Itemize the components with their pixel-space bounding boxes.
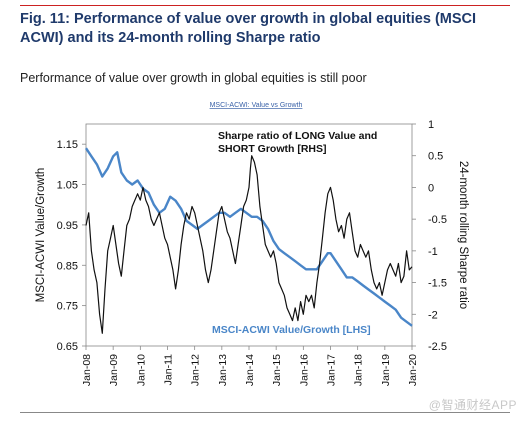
left-axis: 0.65 0.75 0.85 0.95 1.05 1.15 (57, 139, 86, 353)
bottom-rule (20, 412, 510, 413)
right-tick-label: -2.5 (428, 341, 447, 353)
left-tick-label: 0.85 (57, 260, 78, 272)
plot-frame (85, 123, 413, 347)
series-layer (85, 147, 413, 334)
x-tick-label: Jan-09 (108, 354, 120, 386)
top-rule (20, 5, 510, 6)
left-axis-label: MSCI-ACWI Value/Growth (35, 168, 47, 303)
sharpe-series-label-line-1: Sharpe ratio of LONG Value and (218, 130, 377, 142)
x-tick-label: Jan-12 (190, 354, 202, 386)
x-tick-label: Jan-19 (380, 354, 392, 386)
right-tick-label: -2 (428, 309, 438, 321)
x-tick-label: Jan-13 (217, 354, 229, 386)
watermark: @智通财经APP (428, 398, 517, 412)
x-tick-label: Jan-08 (81, 354, 93, 386)
left-tick-label: 0.65 (57, 341, 78, 353)
right-tick-label: -1 (428, 246, 438, 258)
value-growth-line (85, 147, 413, 327)
x-tick-label: Jan-18 (353, 354, 365, 386)
right-tick-label: 0 (428, 182, 434, 194)
right-axis: -2.5 -2 -1.5 -1 -0.5 0 0.5 1 (412, 119, 447, 353)
sharpe-series-label-line-2: SHORT Growth [RHS] (218, 143, 327, 155)
x-tick-label: Jan-17 (326, 354, 338, 386)
right-tick-label: -0.5 (428, 214, 447, 226)
right-tick-label: -1.5 (428, 278, 447, 290)
figure-title: Fig. 11: Performance of value over growt… (20, 11, 477, 46)
x-tick-label: Jan-16 (298, 354, 310, 386)
x-tick-label: Jan-20 (407, 354, 419, 386)
x-tick-label: Jan-10 (135, 354, 147, 386)
left-tick-label: 1.05 (57, 180, 78, 192)
sharpe-ratio-line (85, 155, 413, 334)
left-tick-label: 0.95 (57, 220, 78, 232)
left-tick-label: 1.15 (57, 139, 78, 151)
x-tick-label: Jan-14 (244, 354, 256, 386)
x-tick-label: Jan-15 (271, 354, 283, 386)
x-axis: Jan-08 Jan-09 Jan-10 Jan-11 Jan-12 Jan-13 Jan-… (81, 346, 419, 386)
figure-subtitle: Performance of value over growth in glob… (20, 71, 367, 85)
x-tick-label: Jan-11 (163, 354, 175, 385)
right-tick-label: 0.5 (428, 151, 443, 163)
right-tick-label: 1 (428, 119, 434, 131)
left-tick-label: 0.75 (57, 301, 78, 313)
right-axis-label: 24-month rolling Sharpe ratio (457, 161, 469, 309)
value-growth-series-label: MSCI-ACWI Value/Growth [LHS] (212, 324, 371, 336)
chart-title: MSCI-ACWI: Value vs Growth (210, 102, 303, 109)
